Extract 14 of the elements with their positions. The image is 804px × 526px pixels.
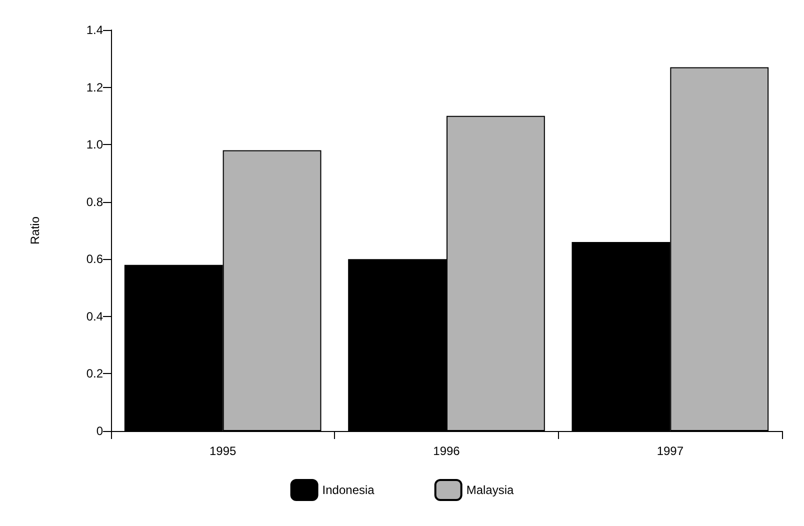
y-tick-label: 0.2 bbox=[86, 366, 104, 381]
y-tick-label: 1.2 bbox=[86, 80, 104, 94]
y-tick-label: 0.8 bbox=[86, 194, 104, 209]
legend-label: Indonesia bbox=[322, 483, 375, 497]
y-tick-label: 0.6 bbox=[86, 252, 104, 266]
y-tick-label: 1.4 bbox=[86, 23, 104, 37]
y-tick-label: 1.0 bbox=[86, 138, 104, 152]
x-tick-label: 1995 bbox=[209, 444, 237, 458]
y-tick-label: 0 bbox=[96, 424, 104, 438]
y-axis-title: Ratio bbox=[28, 216, 42, 245]
x-tick-label: 1997 bbox=[656, 444, 684, 458]
x-tick-label: 1996 bbox=[433, 444, 460, 458]
legend-label: Malaysia bbox=[466, 483, 514, 497]
y-tick-label: 0.4 bbox=[86, 309, 104, 324]
